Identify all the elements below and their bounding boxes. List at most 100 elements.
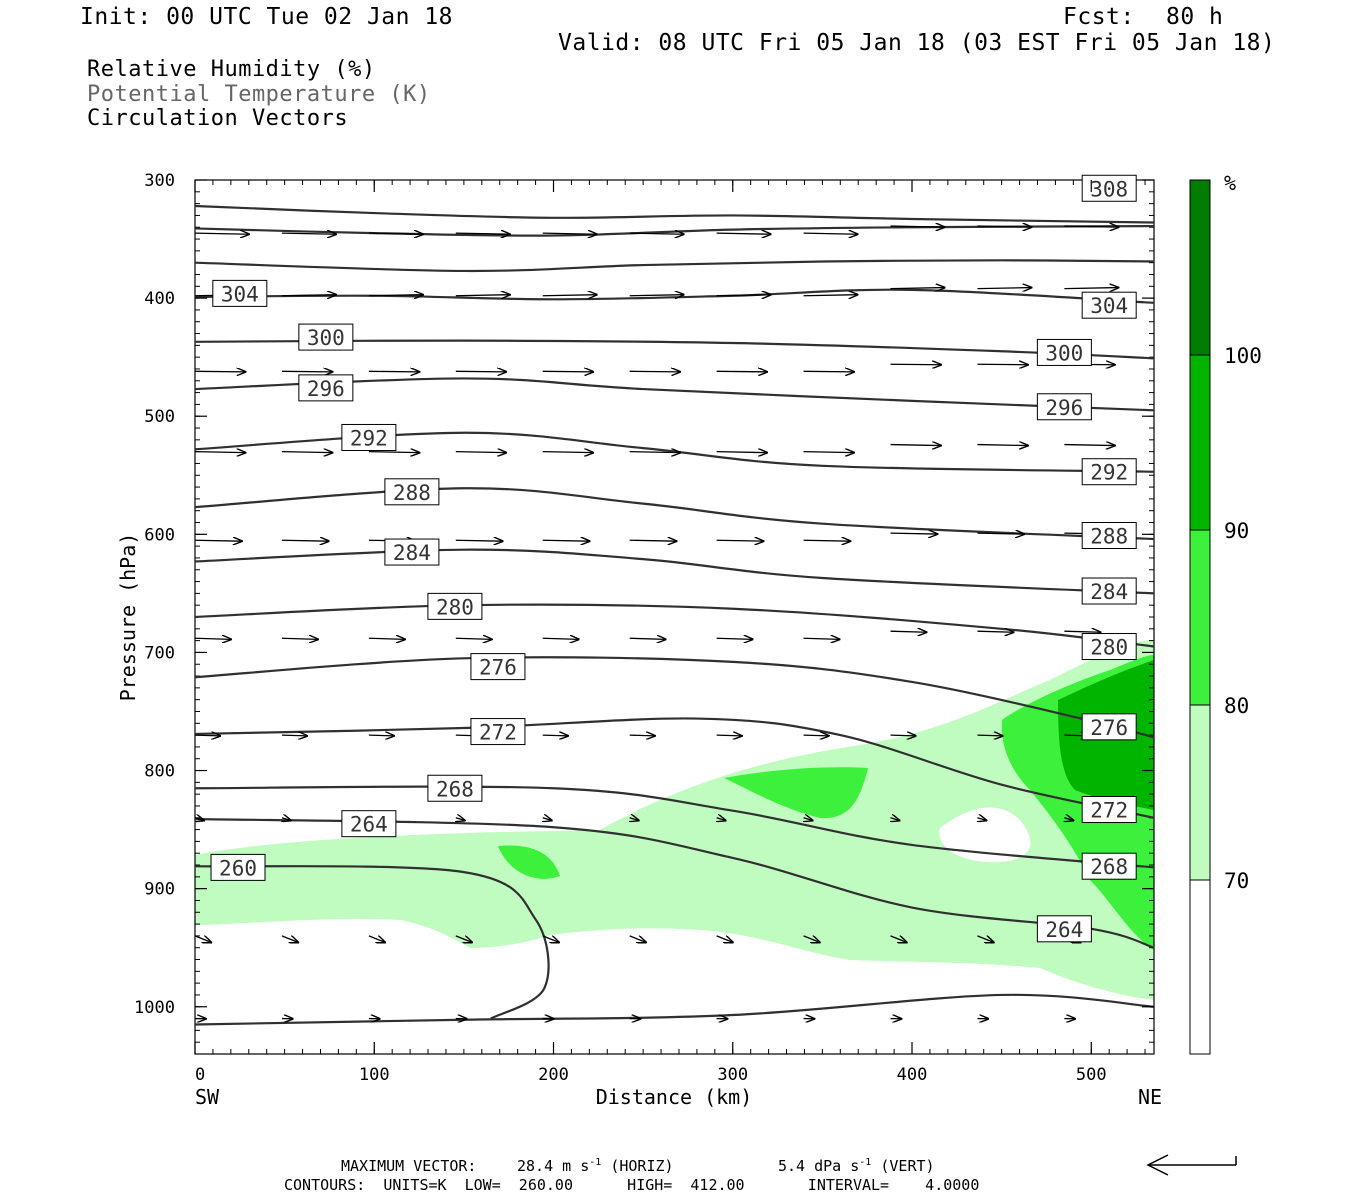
contour-label: 304 <box>1090 294 1128 318</box>
vector-arrow <box>542 371 593 372</box>
legend-theta: Potential Temperature (K) <box>87 82 431 107</box>
theta-contour-288 <box>195 487 1154 541</box>
contour-label: 280 <box>1090 636 1128 660</box>
vector-arrow <box>630 818 639 821</box>
theta-contour-306 <box>195 224 1154 237</box>
vector-arrow <box>368 638 405 639</box>
vector-arrow <box>455 935 472 942</box>
vector-arrow <box>803 935 820 942</box>
colorbar-segment-80 <box>1189 529 1211 706</box>
vector-arrow <box>368 935 385 942</box>
contour-label: 268 <box>436 777 474 801</box>
contour-label: 288 <box>393 481 431 505</box>
vector-arrow <box>1064 818 1073 821</box>
contour-label: 304 <box>221 282 259 306</box>
max-vector-horiz: 28.4 m s-1 (HORIZ) <box>517 1157 674 1175</box>
theta-contour-260 <box>195 865 550 1020</box>
max-vector-label: MAXIMUM VECTOR: <box>341 1157 477 1175</box>
vector-arrow <box>890 631 926 632</box>
valid-time: Valid: 08 UTC Fri 05 Jan 18 (03 EST Fri … <box>558 30 1276 56</box>
vector-arrow <box>977 445 1027 446</box>
contour-label: 272 <box>479 721 517 745</box>
x-tick-label: 300 <box>717 1065 748 1085</box>
contour-label: 276 <box>1090 716 1128 740</box>
vector-arrow <box>629 452 680 453</box>
theta-contour-296 <box>195 377 1154 412</box>
vector-arrow <box>542 233 597 234</box>
contour-label-box <box>341 423 397 451</box>
colorbar-level-label: 90 <box>1224 519 1249 543</box>
contour-label-box <box>298 323 354 351</box>
contour-label-box <box>1081 713 1137 741</box>
legend-vectors: Circulation Vectors <box>87 106 349 131</box>
vector-arrow <box>543 818 552 821</box>
vector-arrow <box>977 364 1027 365</box>
vector-arrow <box>281 735 307 736</box>
colorbar-level-label: 70 <box>1224 869 1249 893</box>
y-tick-label: 700 <box>144 643 175 663</box>
legend-rh: Relative Humidity (%) <box>87 57 376 82</box>
vector-arrow <box>977 533 1024 534</box>
contour-label-box <box>427 592 483 620</box>
rh-80-region-a <box>724 767 868 819</box>
vector-arrow <box>455 295 510 296</box>
x-tick-label: 500 <box>1076 1065 1107 1085</box>
max-vector-vert: 5.4 dPa s-1 (VERT) <box>778 1157 935 1175</box>
vector-arrow <box>368 452 419 453</box>
vector-arrow <box>803 295 858 296</box>
contour-label: 292 <box>350 426 388 450</box>
vector-arrow <box>542 452 593 453</box>
vector-arrow <box>1064 631 1100 632</box>
contour-label-box <box>470 718 526 746</box>
vector-arrow <box>455 638 492 639</box>
y-tick-label: 1000 <box>134 998 175 1018</box>
contour-label-box <box>1081 633 1137 661</box>
theta-contour-300 <box>195 339 1154 360</box>
contour-label: 280 <box>436 595 474 619</box>
y-tick-label: 600 <box>144 525 175 545</box>
vector-arrow <box>890 445 940 446</box>
contour-label: 288 <box>1090 525 1128 549</box>
theta-contour-308 <box>195 204 1154 224</box>
x-end-label-sw: SW <box>195 1085 220 1109</box>
contour-label: 272 <box>1090 799 1128 823</box>
vector-arrow <box>629 735 655 736</box>
contour-label-box <box>298 374 354 402</box>
vector-arrow <box>890 364 940 365</box>
vector-arrow <box>1064 288 1118 289</box>
vector-arrow <box>803 233 858 234</box>
theta-contour-284 <box>195 548 1154 595</box>
vector-arrow <box>629 295 684 296</box>
axes: 0 100 200 300 400 500 300 400 500 600 700 800 900 100… <box>134 171 1154 1085</box>
vector-arrow <box>281 233 336 234</box>
contour-label: 260 <box>219 856 257 880</box>
vector-arrow <box>542 540 590 541</box>
vector-arrow <box>803 735 829 736</box>
contour-label-box <box>1081 577 1137 605</box>
vector-arrow <box>455 233 510 234</box>
contour-label: 300 <box>1045 341 1083 365</box>
vector-arrow <box>195 540 242 541</box>
vector-arrow <box>716 935 733 942</box>
colorbar-level-label: 100 <box>1224 344 1262 368</box>
contour-label: 264 <box>350 813 388 837</box>
vector-arrow <box>455 452 506 453</box>
vector-arrow <box>890 735 915 736</box>
colorbar-segment-100 <box>1189 179 1211 356</box>
contours-info: CONTOURS: UNITS=K LOW= 260.00 HIGH= 412.… <box>284 1176 980 1194</box>
vector-arrow <box>195 935 211 942</box>
vector-arrow <box>803 540 851 541</box>
vector-arrow <box>716 638 753 639</box>
x-tick-label: 400 <box>897 1065 928 1085</box>
vector-arrow <box>890 533 937 534</box>
vector-arrow <box>195 638 231 639</box>
vector-arrow <box>1064 445 1114 446</box>
vector-arrow <box>803 452 854 453</box>
colorbar-segment-below <box>1189 879 1211 1055</box>
forecast-hour: 80 h <box>1166 4 1224 30</box>
contour-label-box <box>1036 393 1092 421</box>
contour-label-box <box>1081 522 1137 550</box>
theta-contour-272 <box>195 717 1154 819</box>
theta-contour-304 <box>195 288 1154 304</box>
